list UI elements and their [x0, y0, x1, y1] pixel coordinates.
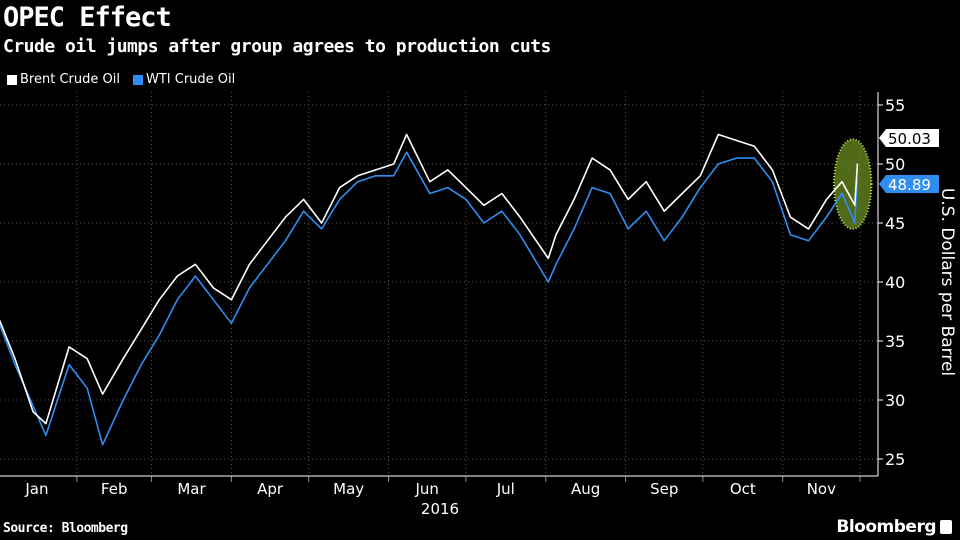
y-tick-label: 25 [885, 450, 905, 469]
x-tick-label: Feb [101, 480, 128, 498]
highlight-ellipse [832, 138, 873, 230]
x-axis-year-label: 2016 [421, 500, 459, 518]
chart-subtitle: Crude oil jumps after group agrees to pr… [3, 36, 551, 57]
last-value-text: 48.89 [888, 176, 931, 194]
source-note: Source: Bloomberg [3, 521, 128, 536]
chart-title: OPEC Effect [3, 2, 172, 33]
bloomberg-mark-icon [940, 520, 952, 534]
x-tick-label: Jan [24, 480, 48, 498]
y-axis-label: U.S. Dollars per Barrel [937, 188, 957, 376]
y-tick-label: 55 [885, 96, 905, 115]
x-tick-label: Nov [807, 480, 836, 498]
bloomberg-logo: Bloomberg [836, 517, 952, 537]
series-line-brent [0, 133, 859, 425]
y-tick-label: 40 [885, 273, 905, 292]
y-tick-label: 50 [885, 155, 905, 174]
x-tick-label: Oct [730, 480, 756, 498]
last-value-label-wti: 48.89 [879, 175, 939, 194]
x-tick-label: Mar [177, 480, 206, 498]
x-tick-label: Jun [414, 480, 438, 498]
y-tick-label: 35 [885, 332, 905, 351]
y-tick-label: 30 [885, 391, 905, 410]
x-tick-label: Jul [496, 480, 515, 498]
legend-label-brent: Brent Crude Oil [20, 72, 120, 87]
legend-label-wti: WTI Crude Oil [146, 72, 236, 87]
brand-name: Bloomberg [836, 517, 936, 537]
x-tick-label: May [333, 480, 364, 498]
last-value-text: 50.03 [888, 130, 931, 148]
legend-item-brent: Brent Crude Oil [7, 72, 120, 87]
last-value-label-brent: 50.03 [879, 129, 939, 148]
y-tick-label: 45 [885, 214, 905, 233]
x-tick-label: Aug [571, 480, 600, 498]
x-tick-label: Apr [257, 480, 284, 498]
series-line-wti [0, 151, 859, 446]
x-tick-label: Sep [650, 480, 678, 498]
legend-swatch-brent [7, 74, 17, 85]
legend-item-wti: WTI Crude Oil [133, 72, 235, 87]
legend-swatch-wti [133, 74, 143, 85]
